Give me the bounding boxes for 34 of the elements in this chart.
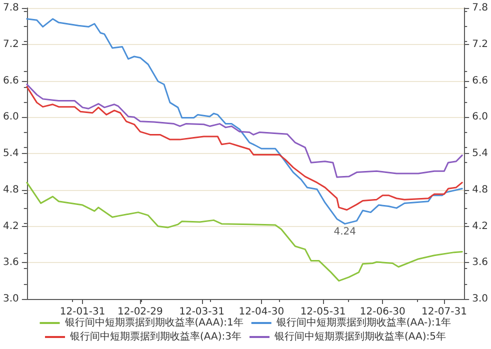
- x-tick-label: 12-03-31: [179, 306, 224, 318]
- y-tick-label: 3.6: [2, 257, 19, 268]
- y-tick-label: 7.8: [2, 2, 19, 14]
- legend-label: 银行间中短期票据到期收益率(AA):3年: [69, 330, 242, 342]
- y2-tick-label: 4.8: [472, 184, 488, 196]
- y-tick-label: 3.0: [2, 294, 19, 304]
- y2-tick-label: 5.4: [472, 148, 488, 159]
- y2-tick-label: 6.6: [472, 75, 488, 86]
- line-series: [26, 84, 463, 178]
- legend-label: 银行间中短期票据到期收益率(AA-):1年: [275, 316, 452, 328]
- x-tick-label: 12-01-31: [60, 306, 106, 318]
- x-tick-label: 12-05-31: [300, 306, 346, 318]
- x-tick-label: 12-07-31: [422, 306, 467, 318]
- y2-tick-label: 7.8: [472, 2, 488, 14]
- x-tick-label: 12-02-29: [117, 306, 163, 318]
- annotation: 4.24: [334, 226, 356, 238]
- y-tick-label: 4.8: [2, 184, 19, 196]
- legend-label: 银行间中短期票据到期收益率(AA):5年: [274, 330, 446, 342]
- y2-tick-label: 6.0: [472, 112, 488, 123]
- y2-tick-label: 4.2: [472, 220, 488, 232]
- y-tick-label: 6.0: [2, 112, 19, 123]
- y-tick-label: 6.6: [2, 75, 19, 86]
- y2-tick-label: 7.2: [472, 38, 488, 50]
- y2-tick-label: 3.6: [472, 257, 488, 268]
- x-tick-label: 12-06-30: [360, 306, 406, 318]
- y-tick-label: 4.2: [2, 220, 19, 232]
- y2-tick-label: 3.0: [472, 294, 488, 304]
- x-tick-label: 12-04-30: [238, 306, 284, 318]
- line-series: [26, 182, 463, 282]
- legend-label: 银行间中短期票据到期收益率(AAA):1年: [64, 316, 244, 328]
- line-series: [26, 18, 463, 225]
- line-series: [26, 86, 463, 211]
- y-tick-label: 7.2: [2, 38, 19, 50]
- y-tick-label: 5.4: [2, 148, 19, 159]
